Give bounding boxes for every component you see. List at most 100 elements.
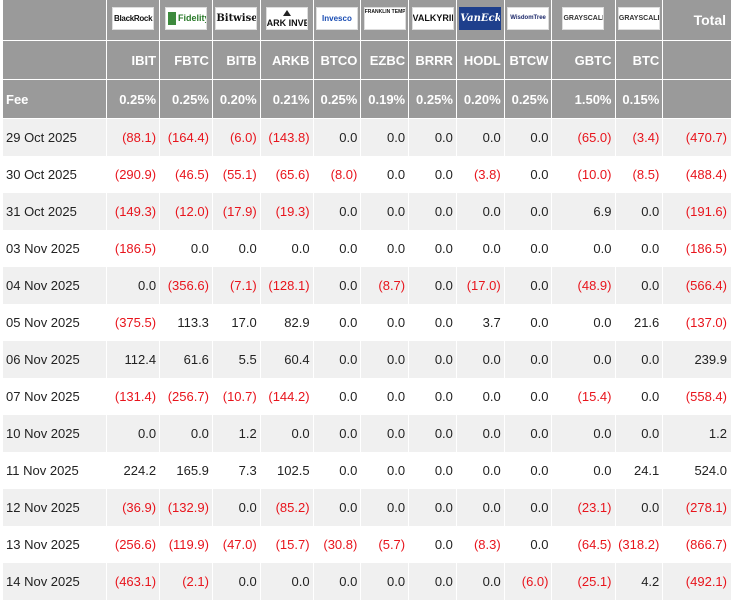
total-column-header: Total [662,0,731,41]
flow-cell: 0.0 [360,341,410,378]
flow-cell: 0.0 [408,193,457,230]
flow-cell: (5.7) [360,526,410,563]
flow-cell: (15.7) [260,526,314,563]
flow-cell: (65.6) [260,156,314,193]
fee-value: 0.25% [159,79,213,119]
flow-cell: 0.0 [313,118,362,156]
flow-cell: 0.0 [408,118,457,156]
row-total: (866.7) [662,526,731,563]
row-total: (137.0) [662,304,731,341]
row-date: 11 Nov 2025 [3,452,108,489]
flow-cell: (10.7) [212,378,261,415]
flow-cell: (256.7) [159,378,213,415]
flow-cell: (8.5) [615,156,664,193]
flow-cell: 0.0 [212,563,261,600]
fee-value: 0.19% [360,79,410,119]
flow-cell: (64.5) [551,526,616,563]
flow-cell: 0.0 [504,267,553,304]
flow-cell: 0.0 [504,489,553,526]
flow-cell: (356.6) [159,267,213,304]
table-row: 29 Oct 2025 (88.1) (164.4) (6.0) (143.8) 0.0 0… [3,118,731,156]
flow-cell: 165.9 [159,452,213,489]
flow-cell: (46.5) [159,156,213,193]
flow-cell: 0.0 [456,341,505,378]
flow-cell: 0.0 [313,341,362,378]
flow-cell: 0.0 [360,415,410,452]
flow-cell: (3.8) [456,156,505,193]
table-row: 12 Nov 2025 (36.9) (132.9) 0.0 (85.2) 0.0 0.0 0… [3,489,731,526]
table-row: 03 Nov 2025 (186.5) 0.0 0.0 0.0 0.0 0.0 0.0 0.0 0… [3,230,731,267]
flow-cell: (88.1) [106,118,161,156]
flow-cell: 3.7 [456,304,505,341]
flow-cell: 0.0 [504,156,553,193]
flow-cell: 0.0 [456,118,505,156]
flow-cell: 224.2 [106,452,161,489]
flow-cell: 0.0 [313,304,362,341]
flow-cell: (2.1) [159,563,213,600]
flow-cell: (85.2) [260,489,314,526]
fidelity-logo-icon: Fidelity [164,7,207,30]
ticker-header: BRRR [408,40,457,80]
flow-cell: 0.0 [456,378,505,415]
flow-cell: 0.0 [456,193,505,230]
ticker-header: BITB [212,40,261,80]
flow-cell: (8.7) [360,267,410,304]
flow-cell: 0.0 [504,378,553,415]
fee-value: 0.21% [260,79,314,119]
flow-cell: 0.0 [106,267,161,304]
row-date: 03 Nov 2025 [3,230,108,267]
flow-cell: (65.0) [551,118,616,156]
flow-cell: (17.9) [212,193,261,230]
flow-cell: 0.0 [456,452,505,489]
corner-cell [3,0,108,41]
flow-cell: 0.0 [615,267,664,304]
etf-flows-table: BlackRock Fidelity Bitwise ARK INVEST In… [3,0,731,600]
invesco-logo-icon: Invesco [315,7,358,30]
flow-cell: (25.1) [551,563,616,600]
flow-cell: (119.9) [159,526,213,563]
flow-cell: 82.9 [260,304,314,341]
flow-cell: 0.0 [408,415,457,452]
fee-total-cell [662,79,731,119]
flow-cell: 0.0 [456,230,505,267]
flow-cell: (3.4) [615,118,664,156]
flow-cell: (144.2) [260,378,314,415]
flow-cell: 0.0 [360,193,410,230]
ticker-total-cell [662,40,731,80]
table-row: 13 Nov 2025 (256.6) (119.9) (47.0) (15.7) (30… [3,526,731,563]
fee-value: 0.25% [408,79,457,119]
flow-cell: 5.5 [212,341,261,378]
row-date: 13 Nov 2025 [3,526,108,563]
flow-cell: 0.0 [551,304,616,341]
valkyrie-logo-icon: VALKYRIE [411,7,454,30]
flow-cell: 0.0 [551,230,616,267]
row-date: 12 Nov 2025 [3,489,108,526]
ticker-header: IBIT [106,40,161,80]
bitwise-logo-icon: Bitwise [215,7,258,30]
fee-value: 0.25% [106,79,161,119]
table-row: 11 Nov 2025 224.2 165.9 7.3 102.5 0.0 0.0 0.0 0.… [3,452,731,489]
flow-cell: 0.0 [313,267,362,304]
logo-header-row: BlackRock Fidelity Bitwise ARK INVEST In… [3,0,731,41]
flow-cell: 0.0 [313,489,362,526]
table-row: 10 Nov 2025 0.0 0.0 1.2 0.0 0.0 0.0 0.0 0.0 0.0 0.… [3,415,731,452]
flow-cell: 0.0 [360,156,410,193]
wisdomtree-logo-icon: WisdomTree [507,7,550,30]
row-total: (488.4) [662,156,731,193]
row-date: 06 Nov 2025 [3,341,108,378]
flow-cell: 60.4 [260,341,314,378]
flow-cell: 0.0 [360,118,410,156]
flow-cell: 0.0 [615,193,664,230]
flow-cell: 0.0 [212,230,261,267]
flow-cell: 0.0 [408,341,457,378]
row-date: 29 Oct 2025 [3,118,108,156]
row-total: 1.2 [662,415,731,452]
flow-cell: 0.0 [313,452,362,489]
flow-cell: 0.0 [504,193,553,230]
flow-cell: 0.0 [408,304,457,341]
flow-cell: (6.0) [212,118,261,156]
flow-cell: 0.0 [408,489,457,526]
flow-cell: 0.0 [615,489,664,526]
row-total: 239.9 [662,341,731,378]
flow-cell: (19.3) [260,193,314,230]
